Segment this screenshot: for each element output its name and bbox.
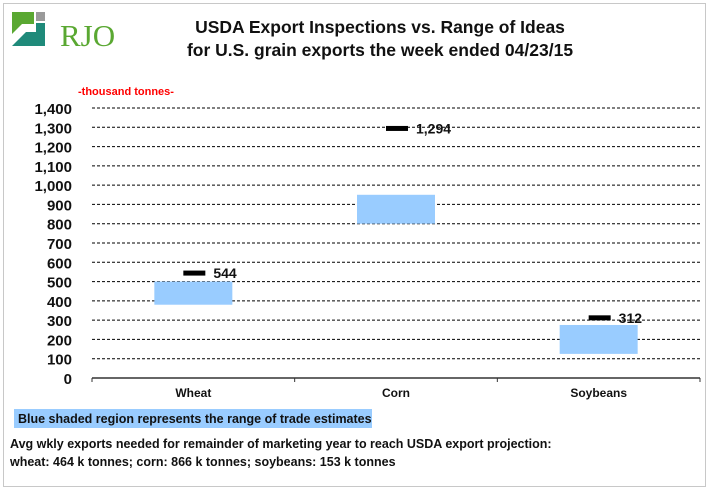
y-tick-label: 500 xyxy=(47,275,72,292)
y-tick-label: 900 xyxy=(47,197,72,214)
y-tick-label: 300 xyxy=(47,313,72,330)
y-tick-label: 200 xyxy=(47,332,72,349)
note-line-1: Avg wkly exports needed for remainder of… xyxy=(10,437,552,451)
chart-frame xyxy=(3,3,706,487)
y-tick-label: 100 xyxy=(47,352,72,369)
legend-swatch xyxy=(14,409,372,428)
y-tick-label: 1,200 xyxy=(34,140,72,157)
export-note: Avg wkly exports needed for remainder of… xyxy=(10,435,552,471)
y-tick-label: 0 xyxy=(64,371,72,388)
note-line-2: wheat: 464 k tonnes; corn: 866 k tonnes;… xyxy=(10,455,396,469)
data-label-wheat: 544 xyxy=(213,265,237,281)
y-tick-label: 600 xyxy=(47,255,72,272)
actual-marker-soybeans xyxy=(588,315,611,321)
rjo-logo: RJO xyxy=(12,12,115,51)
y-tick-label: 1,100 xyxy=(34,159,72,176)
legend-text: Blue shaded region represents the range … xyxy=(18,412,372,426)
chart-title: USDA Export Inspections vs. Range of Ide… xyxy=(120,16,640,62)
chart-plot: 0 100 200 300 400 500 600 700 800 900 1,000 1,100 1,… xyxy=(34,101,701,400)
unit-label: -thousand tonnes- xyxy=(78,86,174,98)
y-tick-label: 1,300 xyxy=(34,120,72,137)
logo-mark-icon xyxy=(12,12,45,46)
actual-marker-wheat xyxy=(183,270,206,276)
range-bar-wheat xyxy=(154,281,233,305)
y-tick-label: 700 xyxy=(47,236,72,253)
y-tick-label: 1,000 xyxy=(34,178,72,195)
y-tick-label: 400 xyxy=(47,294,72,311)
x-category-label: Soybeans xyxy=(570,386,627,400)
logo-text: RJO xyxy=(60,18,116,53)
x-category-label: Wheat xyxy=(175,386,211,400)
y-tick-label: 1,400 xyxy=(34,101,72,118)
data-label-corn: 1,294 xyxy=(416,120,451,136)
range-bar-soybeans xyxy=(559,324,638,354)
y-tick-label: 800 xyxy=(47,217,72,234)
title-line-2: for U.S. grain exports the week ended 04… xyxy=(186,40,574,60)
actual-marker-corn xyxy=(386,125,408,131)
range-bar-corn xyxy=(357,194,435,224)
title-line-1: USDA Export Inspections vs. Range of Ide… xyxy=(195,17,565,37)
x-category-label: Corn xyxy=(382,386,410,400)
data-label-soybeans: 312 xyxy=(619,310,643,326)
